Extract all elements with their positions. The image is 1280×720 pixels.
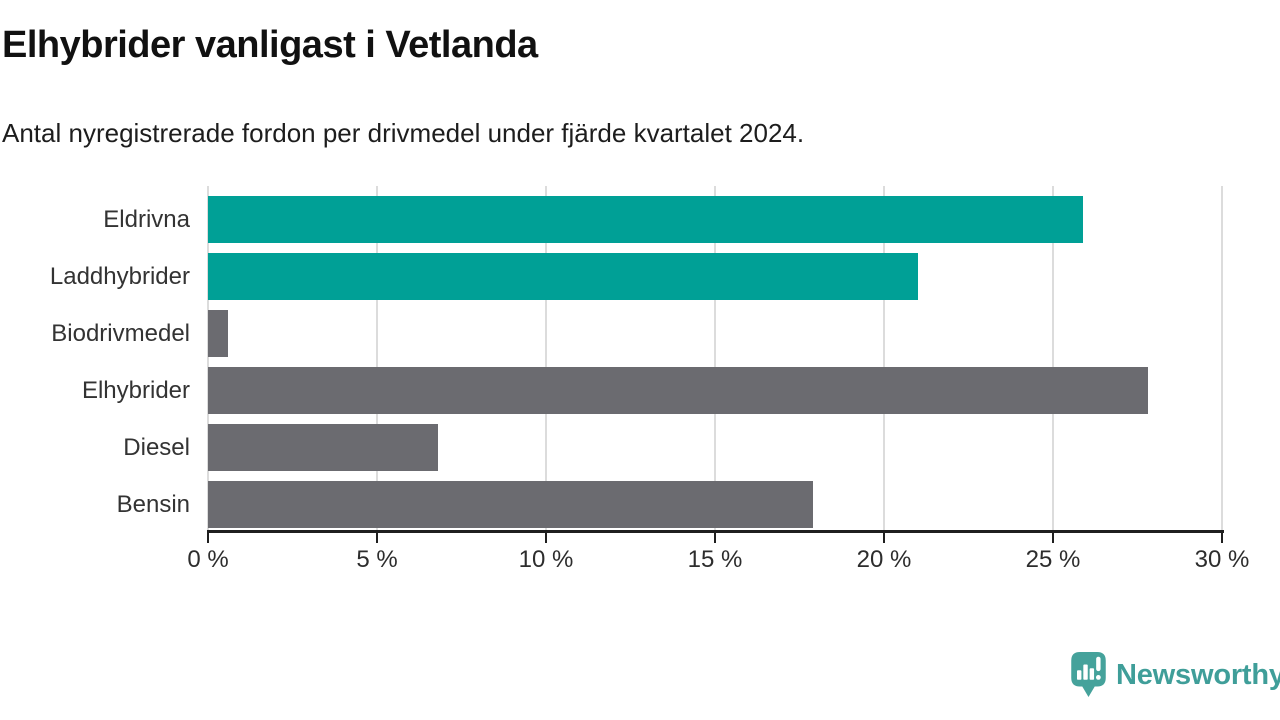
newsworthy-logo: Newsworthy bbox=[1071, 652, 1280, 698]
gridline bbox=[376, 186, 378, 530]
x-axis-tick bbox=[1052, 533, 1054, 543]
chart-title: Elhybrider vanligast i Vetlanda bbox=[2, 24, 538, 66]
x-axis-tick-label: 20 % bbox=[856, 546, 912, 573]
gridline bbox=[883, 186, 885, 530]
bar-bensin bbox=[208, 481, 814, 528]
gridline bbox=[545, 186, 547, 530]
x-axis-tick-label: 0 % bbox=[187, 546, 229, 573]
newsworthy-logo-icon bbox=[1071, 652, 1106, 698]
x-axis-tick bbox=[1221, 533, 1223, 543]
category-label: Elhybrider bbox=[81, 377, 190, 404]
x-axis-tick-label: 25 % bbox=[1025, 546, 1081, 573]
x-axis-line bbox=[207, 530, 1224, 533]
category-label: Bensin bbox=[116, 491, 190, 518]
x-axis-tick-label: 5 % bbox=[356, 546, 398, 573]
category-label: Laddhybrider bbox=[49, 263, 190, 290]
x-axis-tick-label: 30 % bbox=[1194, 546, 1250, 573]
category-label: Biodrivmedel bbox=[51, 320, 190, 347]
x-axis-tick-label: 10 % bbox=[518, 546, 574, 573]
category-label: Eldrivna bbox=[103, 206, 190, 233]
bar-biodrivmedel bbox=[208, 310, 229, 357]
bar-elhybrider bbox=[208, 367, 1148, 414]
gridline bbox=[714, 186, 716, 530]
x-axis-tick bbox=[376, 533, 378, 543]
bar-eldrivna bbox=[208, 196, 1084, 243]
x-axis-tick bbox=[545, 533, 547, 543]
x-axis-tick bbox=[883, 533, 885, 543]
chart-subtitle: Antal nyregistrerade fordon per drivmede… bbox=[2, 118, 805, 148]
gridline bbox=[1052, 186, 1054, 530]
x-axis-tick bbox=[714, 533, 716, 543]
bar-laddhybrider bbox=[208, 253, 918, 300]
category-label: Diesel bbox=[123, 434, 190, 461]
x-axis-tick-label: 15 % bbox=[687, 546, 743, 573]
gridline bbox=[207, 186, 209, 530]
newsworthy-logo-text: Newsworthy bbox=[1116, 658, 1280, 691]
bar-diesel bbox=[208, 424, 438, 471]
gridline bbox=[1221, 186, 1223, 530]
x-axis-tick bbox=[207, 533, 209, 543]
